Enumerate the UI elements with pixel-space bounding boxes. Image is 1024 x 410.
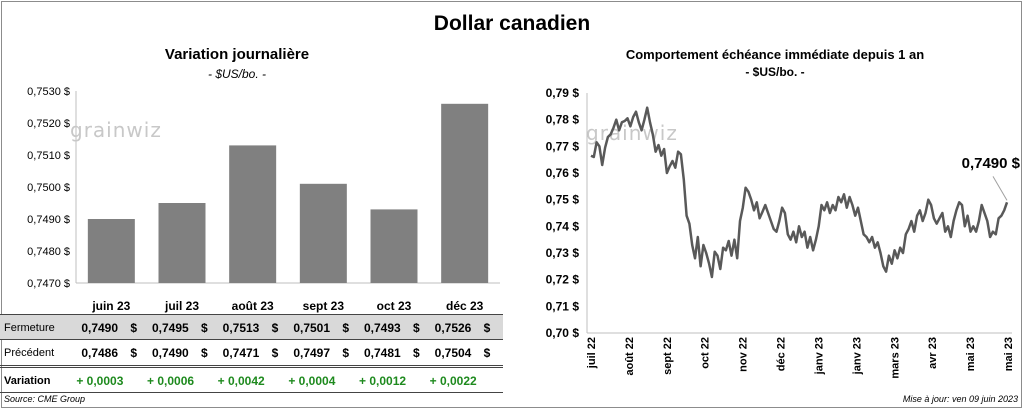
table-cell-currency: $ — [271, 321, 279, 335]
line-x-tick-label: juil 22 — [586, 337, 598, 369]
update-note: Mise à jour: ven 09 juin 2023 — [902, 394, 1018, 404]
line-y-tick-label: 0,76 $ — [546, 166, 580, 180]
line-x-tick-label: mai 23 — [1003, 337, 1015, 371]
table-cell: + 0,0006 — [147, 374, 195, 388]
line-y-tick-label: 0,74 $ — [546, 219, 580, 233]
bar-y-tick-label: 0,7530 $ — [27, 86, 70, 98]
bar-6 — [441, 103, 489, 283]
table-cell: 0,7513 — [222, 321, 260, 335]
last-price-label: 0,7490 $ — [962, 155, 1021, 172]
table-cell: 0,7471 — [222, 346, 260, 360]
table-row-fermeture: Fermeture 0,7490 $0,7495 $0,7513 $0,7501 $0,7… — [0, 314, 503, 340]
line-x-tick-label: oct 22 — [700, 337, 712, 369]
line-y-tick-label: 0,79 $ — [546, 86, 580, 100]
table-row-variation: Variation + 0,0003 + 0,0006 + 0,0042 + 0,000… — [0, 367, 503, 393]
bar-y-tick-label: 0,7480 $ — [27, 246, 70, 258]
bar-chart-subtitle: - $US/bo. - — [207, 67, 267, 81]
table-cell: 0,7495 — [152, 321, 189, 335]
line-y-tick-label: 0,73 $ — [546, 246, 580, 260]
line-y-tick-label: 0,71 $ — [546, 299, 580, 313]
line-x-tick-label: sept 22 — [662, 337, 674, 375]
bar-x-tick-label: déc 23 — [446, 299, 484, 313]
table-cell-currency: $ — [342, 346, 350, 360]
bar-y-tick-label: 0,7490 $ — [27, 214, 70, 226]
table-cell: 0,7497 — [293, 346, 331, 360]
table-cell: 0,7493 — [364, 321, 401, 335]
line-x-tick-label: nov 22 — [738, 337, 750, 372]
table-cell: + 0,0004 — [288, 374, 336, 388]
grainwiz-watermark: grainwiz — [70, 118, 162, 142]
line-x-tick-label: avr 23 — [927, 337, 939, 369]
bar-3 — [229, 145, 277, 283]
table-cell-currency: $ — [413, 321, 420, 335]
bar-x-tick-label: juin 23 — [91, 299, 130, 313]
table-row-label: Fermeture — [4, 322, 55, 334]
bar-chart-title: Variation journalière — [164, 46, 310, 63]
line-y-tick-label: 0,77 $ — [546, 139, 580, 153]
table-row-precedent: Précédent 0,7486 $0,7490 $0,7471 $0,7497 $0,7… — [0, 340, 503, 366]
line-y-tick-label: 0,70 $ — [546, 326, 580, 340]
table-cell: 0,7501 — [293, 321, 331, 335]
line-y-tick-label: 0,72 $ — [546, 273, 580, 287]
line-chart-subtitle: - $US/bo. - — [745, 65, 805, 79]
table-cell: 0,7486 — [81, 346, 119, 360]
table-cell: 0,7490 — [152, 346, 189, 360]
line-x-tick-label: déc 22 — [776, 337, 788, 371]
line-x-tick-label: janv 23 — [851, 337, 863, 375]
line-y-tick-label: 0,75 $ — [546, 193, 580, 207]
line-x-tick-label: août 22 — [624, 337, 636, 376]
line-x-tick-label: janv 23 — [813, 337, 825, 375]
page-title: Dollar canadien — [433, 12, 591, 35]
table-cell-currency: $ — [342, 321, 350, 335]
table-cell: + 0,0012 — [359, 374, 407, 388]
line-y-tick-label: 0,78 $ — [546, 113, 580, 127]
table-cell: + 0,0022 — [429, 374, 477, 388]
table-cell-currency: $ — [201, 321, 208, 335]
bar-x-tick-label: oct 23 — [377, 299, 412, 313]
line-x-tick-label: mai 23 — [965, 337, 977, 371]
bar-y-tick-label: 0,7520 $ — [27, 118, 70, 130]
table-cell-currency: $ — [413, 346, 420, 360]
bar-4 — [299, 183, 347, 283]
table-cell-currency: $ — [483, 321, 491, 335]
price-line — [590, 106, 1009, 279]
table-cell-currency: $ — [271, 346, 279, 360]
table-cell: 0,7490 — [81, 321, 119, 335]
table-cell-currency: $ — [201, 346, 208, 360]
bar-x-tick-label: juil 23 — [164, 299, 199, 313]
table-cell: 0,7526 — [434, 321, 472, 335]
table-cell-currency: $ — [130, 321, 138, 335]
table-cell-currency: $ — [483, 346, 491, 360]
bar-2 — [158, 203, 206, 283]
source-note: Source: CME Group — [4, 394, 86, 404]
table-cell: 0,7481 — [364, 346, 401, 360]
bar-y-tick-label: 0,7470 $ — [27, 278, 70, 290]
bar-y-tick-label: 0,7500 $ — [27, 182, 70, 194]
bar-x-tick-label: sept 23 — [303, 299, 345, 313]
table-cell: 0,7504 — [434, 346, 472, 360]
bar-5 — [370, 209, 418, 283]
bar-y-tick-label: 0,7510 $ — [27, 150, 70, 162]
bar-1 — [87, 219, 135, 283]
bar-x-tick-label: août 23 — [232, 299, 274, 313]
line-x-tick-label: mars 23 — [889, 337, 901, 379]
table-row-label: Variation — [4, 375, 51, 387]
line-chart-title: Comportement échéance immédiate depuis 1… — [625, 47, 925, 62]
table-cell-currency: $ — [130, 346, 138, 360]
last-price-leader — [992, 176, 1008, 201]
table-cell: + 0,0003 — [76, 374, 124, 388]
table-cell: + 0,0042 — [217, 374, 265, 388]
table-row-label: Précédent — [4, 347, 55, 359]
